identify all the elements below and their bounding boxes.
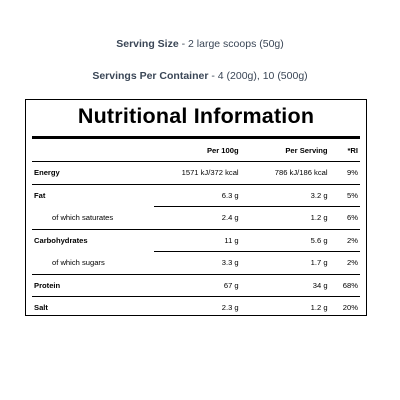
nutrient-name: Energy — [32, 161, 155, 185]
value-ri: 2% — [329, 251, 360, 275]
value-per-100g: 2.4 g — [154, 206, 241, 230]
serving-size-label: Serving Size — [116, 38, 179, 50]
value-per-100g: 2.3 g — [221, 303, 239, 313]
value-per-100g: 3.3 g — [154, 251, 241, 275]
value-ri: 20% — [342, 303, 358, 313]
value-per-serving: 786 kJ/186 kcal — [240, 161, 330, 185]
table-row: Salt 2.3 g 1.2 g 20% — [32, 297, 360, 319]
header-ri: *RI — [329, 139, 360, 162]
table-row: Carbohydrates 11 g 5.6 g 2% — [32, 229, 360, 252]
table-row: of which saturates 2.4 g 1.2 g 6% — [32, 206, 360, 230]
serving-size-value: - 2 large scoops (50g) — [181, 38, 284, 50]
header-per-100g: Per 100g — [154, 139, 241, 162]
panel-title: Nutritional Information — [77, 104, 315, 128]
value-per-serving: 34 g — [240, 274, 330, 297]
nutrient-name: of which saturates — [32, 206, 155, 230]
title-rule — [32, 136, 360, 139]
value-ri: 5% — [329, 184, 360, 207]
value-per-serving: 5.6 g — [240, 229, 330, 252]
nutrient-name: Salt — [34, 303, 48, 313]
value-per-serving: 1.2 g — [310, 303, 328, 313]
nutrient-name: Protein — [32, 274, 155, 297]
value-per-100g: 1571 kJ/372 kcal — [154, 161, 241, 185]
value-per-100g: 11 g — [154, 229, 241, 252]
servings-per-container-line: Servings Per Container - 4 (200g), 10 (5… — [0, 70, 400, 82]
table-row: Fat 6.3 g 3.2 g 5% — [32, 184, 360, 207]
servings-per-container-value: - 4 (200g), 10 (500g) — [211, 70, 308, 82]
value-ri: 9% — [329, 161, 360, 185]
header-per-serving: Per Serving — [240, 139, 330, 162]
value-ri: 2% — [329, 229, 360, 252]
nutrition-panel: Nutritional Information Per 100g Per Ser… — [25, 99, 367, 316]
nutrient-name: Carbohydrates — [34, 236, 88, 245]
value-per-serving: 1.7 g — [240, 251, 330, 275]
table-row: of which sugars 3.3 g 1.7 g 2% — [32, 251, 360, 275]
table-row: Protein 67 g 34 g 68% — [32, 274, 360, 297]
table-header-row: Per 100g Per Serving *RI — [32, 139, 360, 162]
nutrient-name: Fat — [34, 191, 46, 200]
value-per-100g: 67 g — [154, 274, 241, 297]
value-ri: 68% — [329, 274, 360, 297]
value-per-serving: 1.2 g — [240, 206, 330, 230]
nutrient-name: of which sugars — [32, 251, 155, 275]
header-nutrient — [32, 139, 155, 162]
value-per-serving: 3.2 g — [240, 184, 330, 207]
servings-per-container-label: Servings Per Container — [92, 70, 209, 82]
value-per-100g: 6.3 g — [154, 184, 241, 207]
nutrition-table: Per 100g Per Serving *RI Energy 1571 kJ/3… — [32, 139, 360, 319]
value-ri: 6% — [329, 206, 360, 230]
serving-size-line: Serving Size - 2 large scoops (50g) — [0, 38, 400, 50]
table-row: Energy 1571 kJ/372 kcal 786 kJ/186 kcal 9% — [32, 161, 360, 185]
